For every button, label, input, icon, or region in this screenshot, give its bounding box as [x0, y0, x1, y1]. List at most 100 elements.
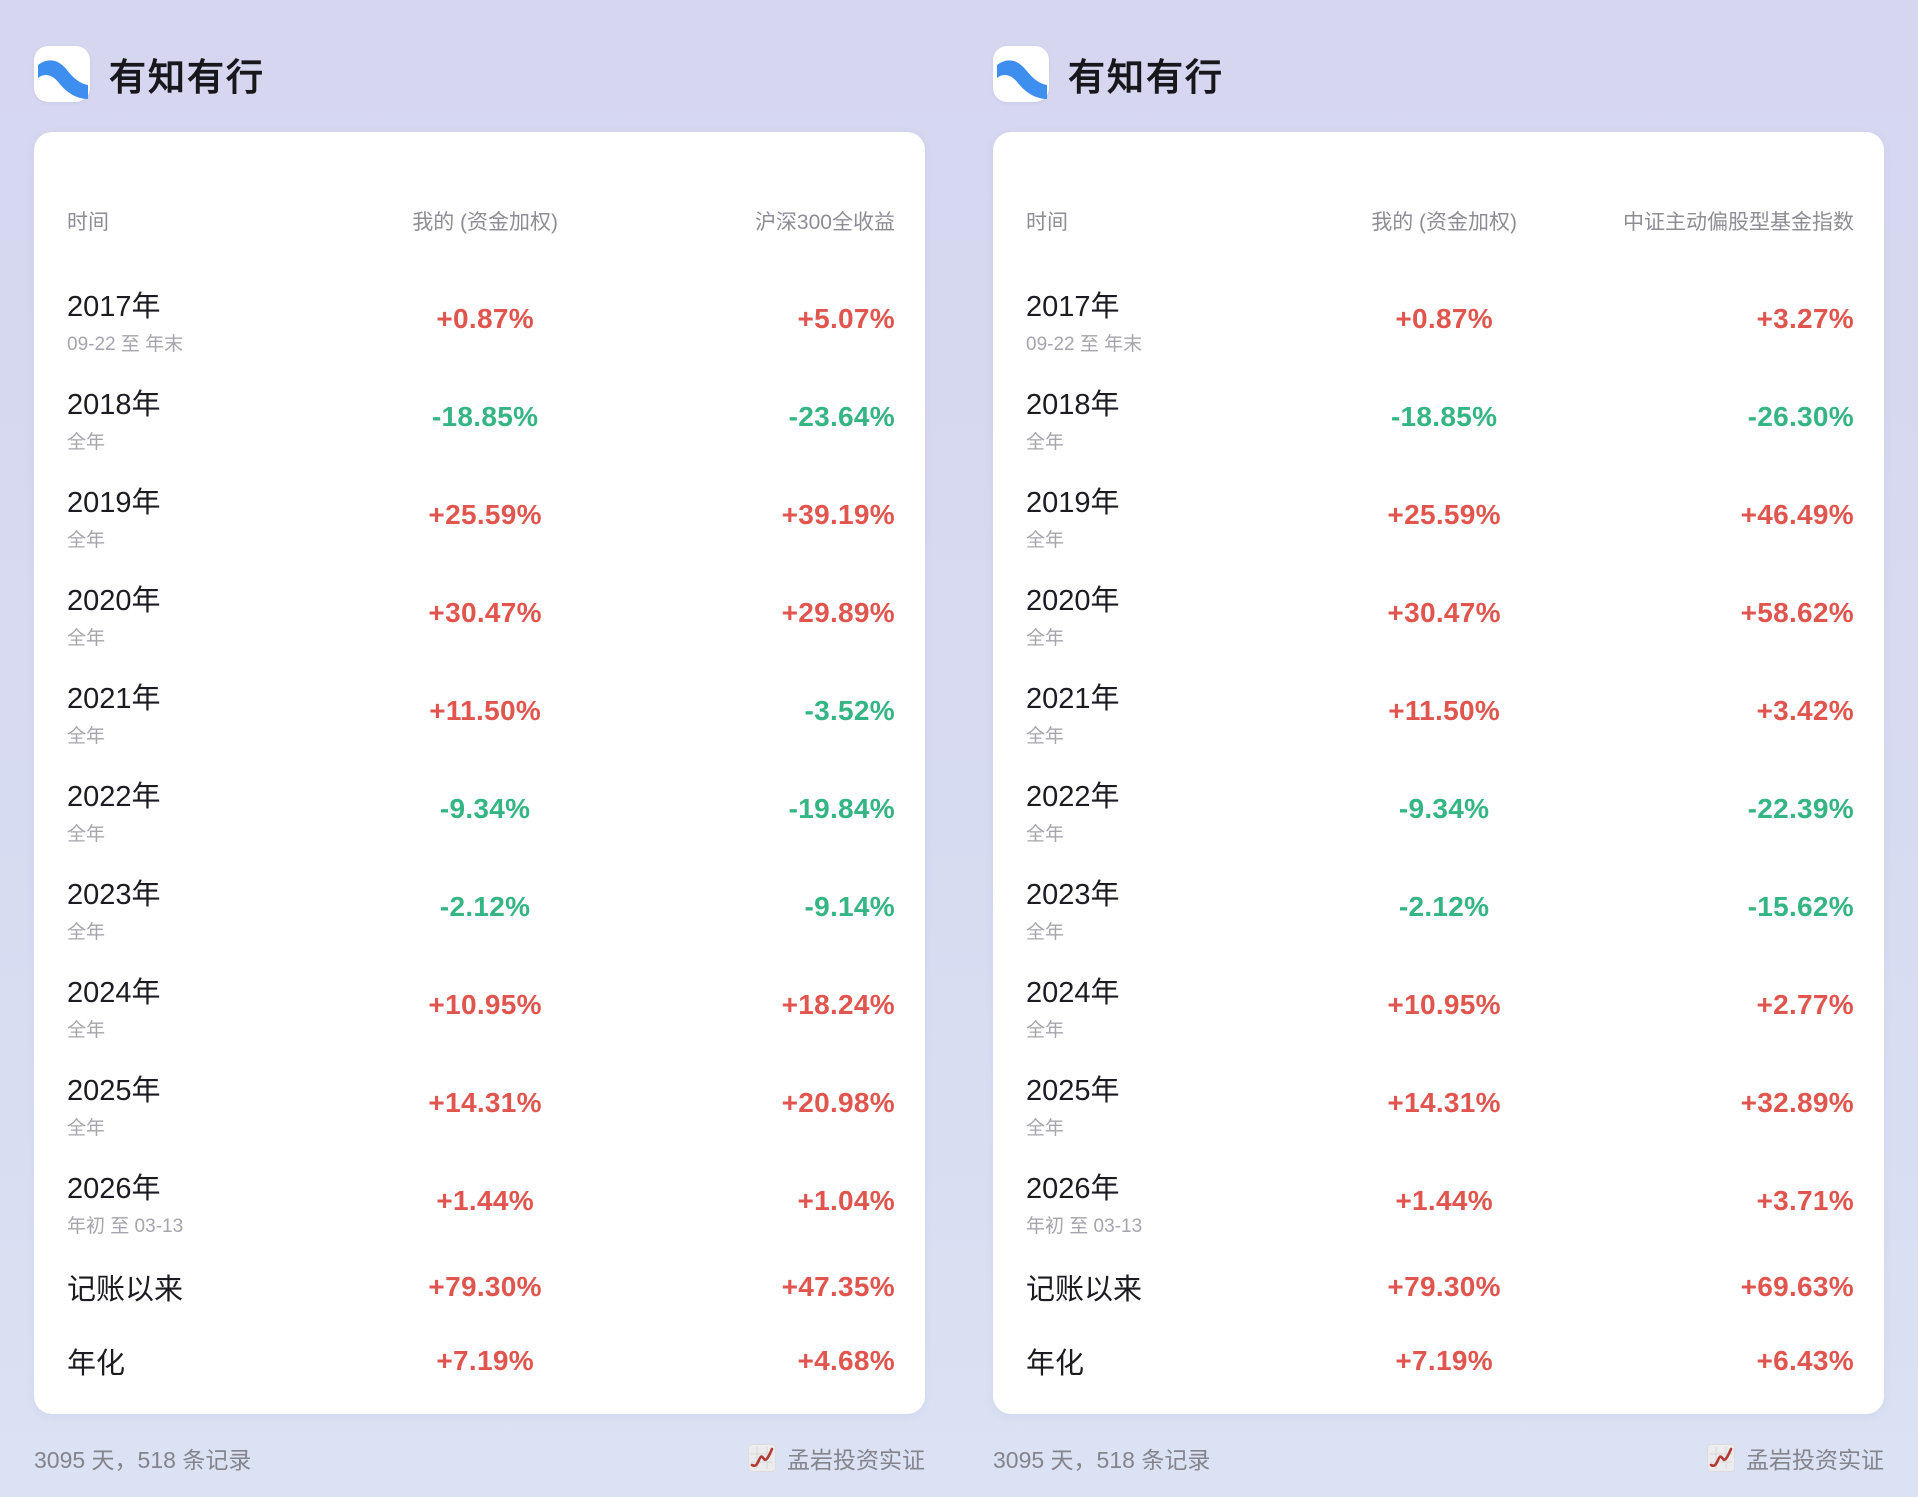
row-my-return: +7.19%: [1395, 1345, 1493, 1376]
row-period: 2019年 全年: [67, 479, 365, 552]
youzhiyouxing-logo-icon: [34, 46, 90, 102]
verification-label: 孟岩投资实证: [787, 1447, 925, 1473]
row-period: 2025年 全年: [1026, 1067, 1324, 1140]
table-row: 2017年 09-22 至 年末 +0.87% +3.27%: [1026, 270, 1854, 368]
table-body: 2017年 09-22 至 年末 +0.87% +5.07% 2018年 全年 -18.85…: [67, 270, 895, 1398]
table-row: 2024年 全年 +10.95% +18.24%: [67, 956, 895, 1054]
row-benchmark-return: -9.14%: [804, 891, 895, 922]
table-header: 时间 我的 (资金加权) 中证主动偏股型基金指数: [1026, 206, 1854, 236]
row-period: 2024年 全年: [67, 969, 365, 1042]
row-period-label: 2017年: [1026, 290, 1120, 323]
row-period-range: 全年: [1026, 1019, 1065, 1041]
row-benchmark-return: -15.62%: [1747, 891, 1854, 922]
table-row: 年化 +7.19% +6.43%: [1026, 1324, 1854, 1398]
table-row: 记账以来 +79.30% +69.63%: [1026, 1250, 1854, 1324]
row-my-return: -18.85%: [431, 401, 539, 432]
row-benchmark-return: +6.43%: [1756, 1345, 1854, 1376]
row-period-range: 全年: [67, 431, 106, 453]
row-period-label: 2022年: [1026, 780, 1120, 813]
row-period: 2022年 全年: [67, 773, 365, 846]
table-row: 2021年 全年 +11.50% +3.42%: [1026, 662, 1854, 760]
table-row: 2026年 年初 至 03-13 +1.44% +3.71%: [1026, 1152, 1854, 1250]
row-benchmark-return: +20.98%: [781, 1087, 895, 1118]
row-period-label: 年化: [1026, 1348, 1085, 1380]
row-benchmark-return: +58.62%: [1740, 597, 1854, 628]
row-period-label: 2026年: [1026, 1172, 1120, 1205]
row-period-label: 2023年: [1026, 878, 1120, 911]
table-row: 2022年 全年 -9.34% -19.84%: [67, 760, 895, 858]
table-row: 2023年全年 -2.12% -15.62%: [1026, 858, 1854, 956]
row-period-label: 2025年: [1026, 1074, 1120, 1107]
row-period-range: 全年: [1026, 823, 1065, 845]
row-period-label: 年化: [67, 1348, 126, 1380]
table-header: 时间 我的 (资金加权) 沪深300全收益: [67, 206, 895, 236]
row-benchmark-return: -26.30%: [1747, 401, 1854, 432]
table-row: 2026年 年初 至 03-13 +1.44% +1.04%: [67, 1152, 895, 1250]
col-header-benchmark: 沪深300全收益: [754, 211, 895, 234]
row-period-label: 2020年: [67, 584, 161, 617]
returns-card: 时间 我的 (资金加权) 沪深300全收益 2017年 09-22 至 年末 +0.…: [34, 132, 925, 1414]
row-benchmark-return: +69.63%: [1740, 1271, 1854, 1302]
row-period-range: 全年: [1026, 921, 1065, 943]
row-period-label: 记账以来: [1026, 1274, 1143, 1306]
row-period-range: 年初 至 03-13: [67, 1215, 184, 1237]
row-benchmark-return: -3.52%: [804, 695, 895, 726]
row-period: 2019年 全年: [1026, 479, 1324, 552]
row-my-return: +14.31%: [1387, 1087, 1501, 1118]
row-period: 2020年全年: [1026, 577, 1324, 650]
row-period-range: 全年: [1026, 627, 1065, 649]
row-benchmark-return: +46.49%: [1740, 499, 1854, 530]
row-period-label: 2017年: [67, 290, 161, 323]
table-row: 2023年 全年 -2.12% -9.14%: [67, 858, 895, 956]
row-benchmark-return: +47.35%: [781, 1271, 895, 1302]
table-body: 2017年 09-22 至 年末 +0.87% +3.27% 2018年 全年 -18.85…: [1026, 270, 1854, 1398]
row-period-range: 全年: [1026, 725, 1065, 747]
table-row: 年化 +7.19% +4.68%: [67, 1324, 895, 1398]
row-my-return: +0.87%: [436, 303, 534, 334]
col-header-time: 时间: [67, 211, 109, 234]
row-period: 2018年 全年: [67, 381, 365, 454]
table-row: 2025年 全年 +14.31% +32.89%: [1026, 1054, 1854, 1152]
col-header-my-return: 我的 (资金加权): [412, 211, 559, 234]
table-row: 2018年 全年 -18.85% -26.30%: [1026, 368, 1854, 466]
row-period: 2020年 全年: [67, 577, 365, 650]
row-my-return: -9.34%: [1398, 793, 1490, 824]
row-period-label: 2021年: [67, 682, 161, 715]
table-row: 2025年全年 +14.31% +20.98%: [67, 1054, 895, 1152]
row-period-range: 年初 至 03-13: [1026, 1215, 1143, 1237]
row-period-label: 2025年: [67, 1074, 161, 1107]
row-period-range: 全年: [1026, 431, 1065, 453]
row-period-label: 2024年: [67, 976, 161, 1009]
row-period-label: 2022年: [67, 780, 161, 813]
row-period-range: 全年: [67, 1117, 106, 1139]
row-period: 2017年 09-22 至 年末: [67, 283, 365, 356]
verification-badge: 孟岩投资实证: [1707, 1441, 1884, 1475]
row-period-label: 2026年: [67, 1172, 161, 1205]
row-my-return: -2.12%: [1398, 891, 1490, 922]
row-period-label: 2023年: [67, 878, 161, 911]
youzhiyouxing-logo-icon: [993, 46, 1049, 102]
row-my-return: +30.47%: [1387, 597, 1501, 628]
row-my-return: +14.31%: [428, 1087, 542, 1118]
row-my-return: +1.44%: [436, 1185, 534, 1216]
row-my-return: -9.34%: [439, 793, 531, 824]
row-period-range: 09-22 至 年末: [67, 333, 184, 355]
table-row: 2017年 09-22 至 年末 +0.87% +5.07%: [67, 270, 895, 368]
row-my-return: +0.87%: [1395, 303, 1493, 334]
row-period-label: 2021年: [1026, 682, 1120, 715]
row-benchmark-return: +3.42%: [1756, 695, 1854, 726]
row-benchmark-return: +3.27%: [1756, 303, 1854, 334]
row-period: 2025年全年: [67, 1067, 365, 1140]
table-row: 2019年 全年 +25.59% +46.49%: [1026, 466, 1854, 564]
row-period-range: 09-22 至 年末: [1026, 333, 1143, 355]
brand-header: 有知有行: [993, 46, 1884, 102]
row-period-range: 全年: [1026, 529, 1065, 551]
line-chart-icon: [748, 1444, 776, 1472]
returns-card: 时间 我的 (资金加权) 中证主动偏股型基金指数 2017年 09-22 至 年末…: [993, 132, 1884, 1414]
row-period-label: 2020年: [1026, 584, 1120, 617]
row-my-return: +7.19%: [436, 1345, 534, 1376]
panel-csi300: 有知有行 时间 我的 (资金加权) 沪深300全收益 2017年 09-22 至 …: [34, 46, 925, 1473]
table-row: 2018年 全年 -18.85% -23.64%: [67, 368, 895, 466]
table-row: 2024年 全年 +10.95% +2.77%: [1026, 956, 1854, 1054]
row-period: 年化: [67, 1340, 365, 1382]
